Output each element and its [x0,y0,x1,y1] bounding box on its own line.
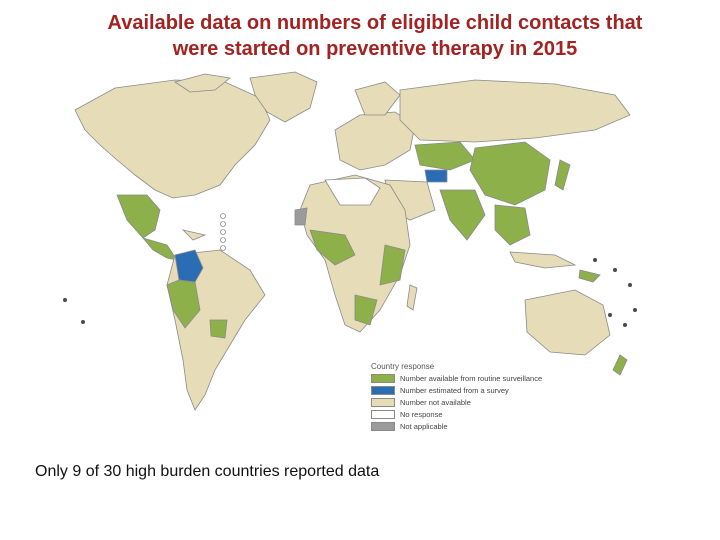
legend-label-not-applicable: Not applicable [400,422,448,431]
south-asia [439,189,486,241]
new-zealand [612,354,628,376]
legend-swatch-no-response [371,410,395,419]
mongolia-china [469,141,551,206]
legend-item-no-response: No response [371,409,542,420]
canada-islands [174,73,231,93]
greenland [249,71,318,123]
map-title-line-1: Available data on numbers of eligible ch… [107,12,643,34]
australia [524,289,611,356]
east-africa-routine [379,244,406,286]
scandinavia [354,81,401,116]
map-title-line-2: were started on preventive therapy in 20… [172,38,578,60]
central-america [141,237,178,261]
mexico [116,194,161,239]
legend-item-routine: Number available from routine surveillan… [371,373,542,384]
map-title: Available data on numbers of eligible ch… [30,10,720,62]
caption-text: Only 9 of 30 high burden countries repor… [35,463,380,480]
western-sahara [294,207,308,226]
paraguay [209,319,228,339]
japan [554,159,571,191]
caribbean-islands [181,229,207,241]
central-asia-survey [424,169,448,183]
north-america-landmass [74,79,271,199]
legend-label-no-response: No response [400,410,443,419]
legend-swatch-routine [371,374,395,383]
papua-new-guinea [578,269,601,283]
legend-label-not-available: Number not available [400,398,471,407]
legend-item-not-applicable: Not applicable [371,421,542,432]
southeast-asia [494,204,531,246]
legend-label-routine: Number available from routine surveillan… [400,374,543,383]
caribbean-callouts [220,213,226,251]
map-legend: Country response Number available from r… [371,362,542,433]
colombia [174,249,204,283]
legend-item-not-available: Number not available [371,397,542,408]
legend-item-survey: Number estimated from a survey [371,385,542,396]
peru [166,279,201,329]
north-africa-no-response [324,177,381,206]
indonesia [509,251,577,269]
legend-title: Country response [371,362,435,371]
legend-swatch-not-available [371,398,395,407]
legend-swatch-survey [371,386,395,395]
russia [399,79,631,143]
southern-africa-routine [354,294,378,326]
madagascar [406,284,418,311]
west-africa-routine [309,229,356,266]
legend-swatch-not-applicable [371,422,395,431]
legend-label-survey: Number estimated from a survey [400,386,509,395]
kazakhstan [414,141,476,171]
island-markers [63,258,637,327]
world-map [63,71,637,411]
